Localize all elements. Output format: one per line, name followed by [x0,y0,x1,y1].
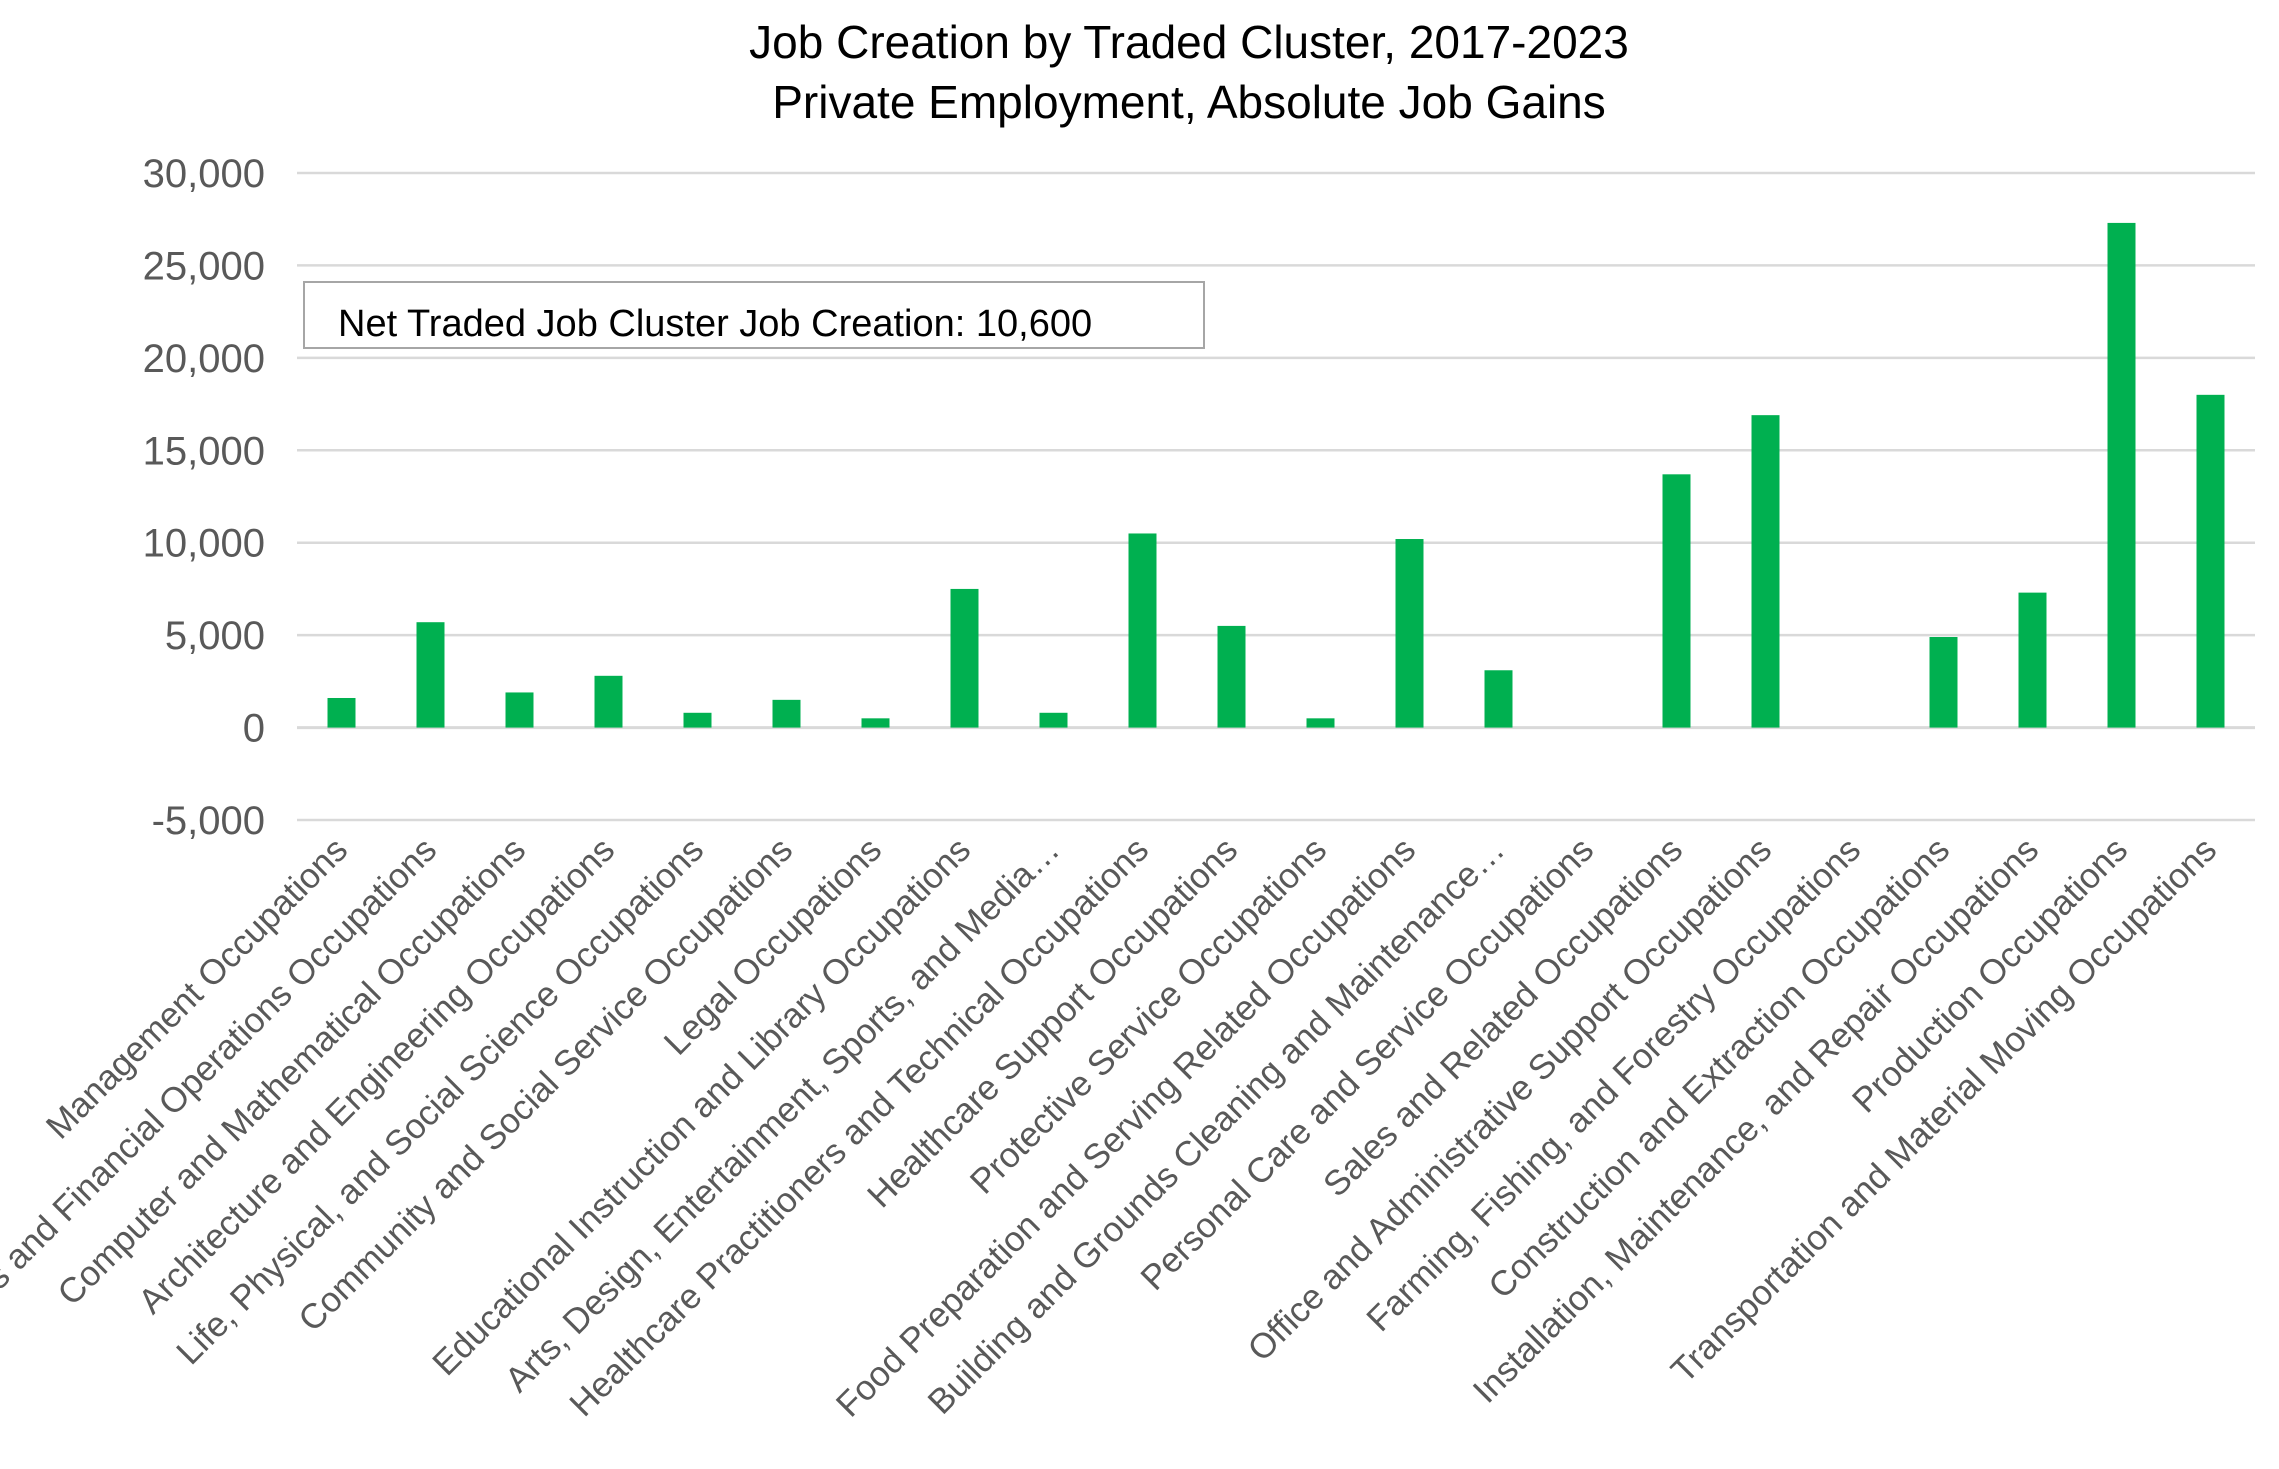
bar [1128,533,1157,728]
x-tick-label: Building and Grounds Cleaning and Mainte… [920,830,1512,1422]
bar [1662,474,1691,728]
chart-subtitle: Private Employment, Absolute Job Gains [772,76,1606,128]
bar [1929,636,1958,728]
gridlines [297,171,2255,822]
x-tick-label: Food Preparation and Serving Related Occ… [829,830,1423,1424]
y-tick-label: 15,000 [143,429,265,473]
annotation-text: Net Traded Job Cluster Job Creation: 10,… [338,303,1092,345]
bar [416,622,445,728]
y-tick-label: 5,000 [165,614,265,658]
bar [683,712,712,728]
bar [327,697,356,728]
bar [505,692,534,728]
x-tick-label: Healthcare Practitioners and Technical O… [562,830,1156,1424]
y-tick-label: 0 [243,707,265,751]
bar [950,588,979,728]
annotation-box: Net Traded Job Cluster Job Creation: 10,… [303,281,1205,349]
bar [2196,394,2225,728]
y-tick-label: 30,000 [143,152,265,196]
bar [2107,222,2136,728]
bar [1306,718,1335,728]
bar [772,699,801,728]
bar [1395,539,1424,728]
bar [1484,670,1513,728]
y-axis-tick-labels: 30,000 25,000 20,000 15,000 10,000 5,000 0 -5,0… [143,152,265,843]
bar [2018,592,2047,728]
annotation-border [303,281,1205,349]
y-tick-label: 10,000 [143,522,265,566]
y-tick-label: 25,000 [143,244,265,288]
bar [594,675,623,728]
bar [861,718,890,728]
bar [1751,415,1780,728]
chart-title: Job Creation by Traded Cluster, 2017-202… [749,16,1629,68]
y-tick-label: 20,000 [143,337,265,381]
bars [327,222,2225,728]
bar [1039,712,1068,728]
y-tick-label: -5,000 [152,799,265,843]
bar [1217,625,1246,728]
